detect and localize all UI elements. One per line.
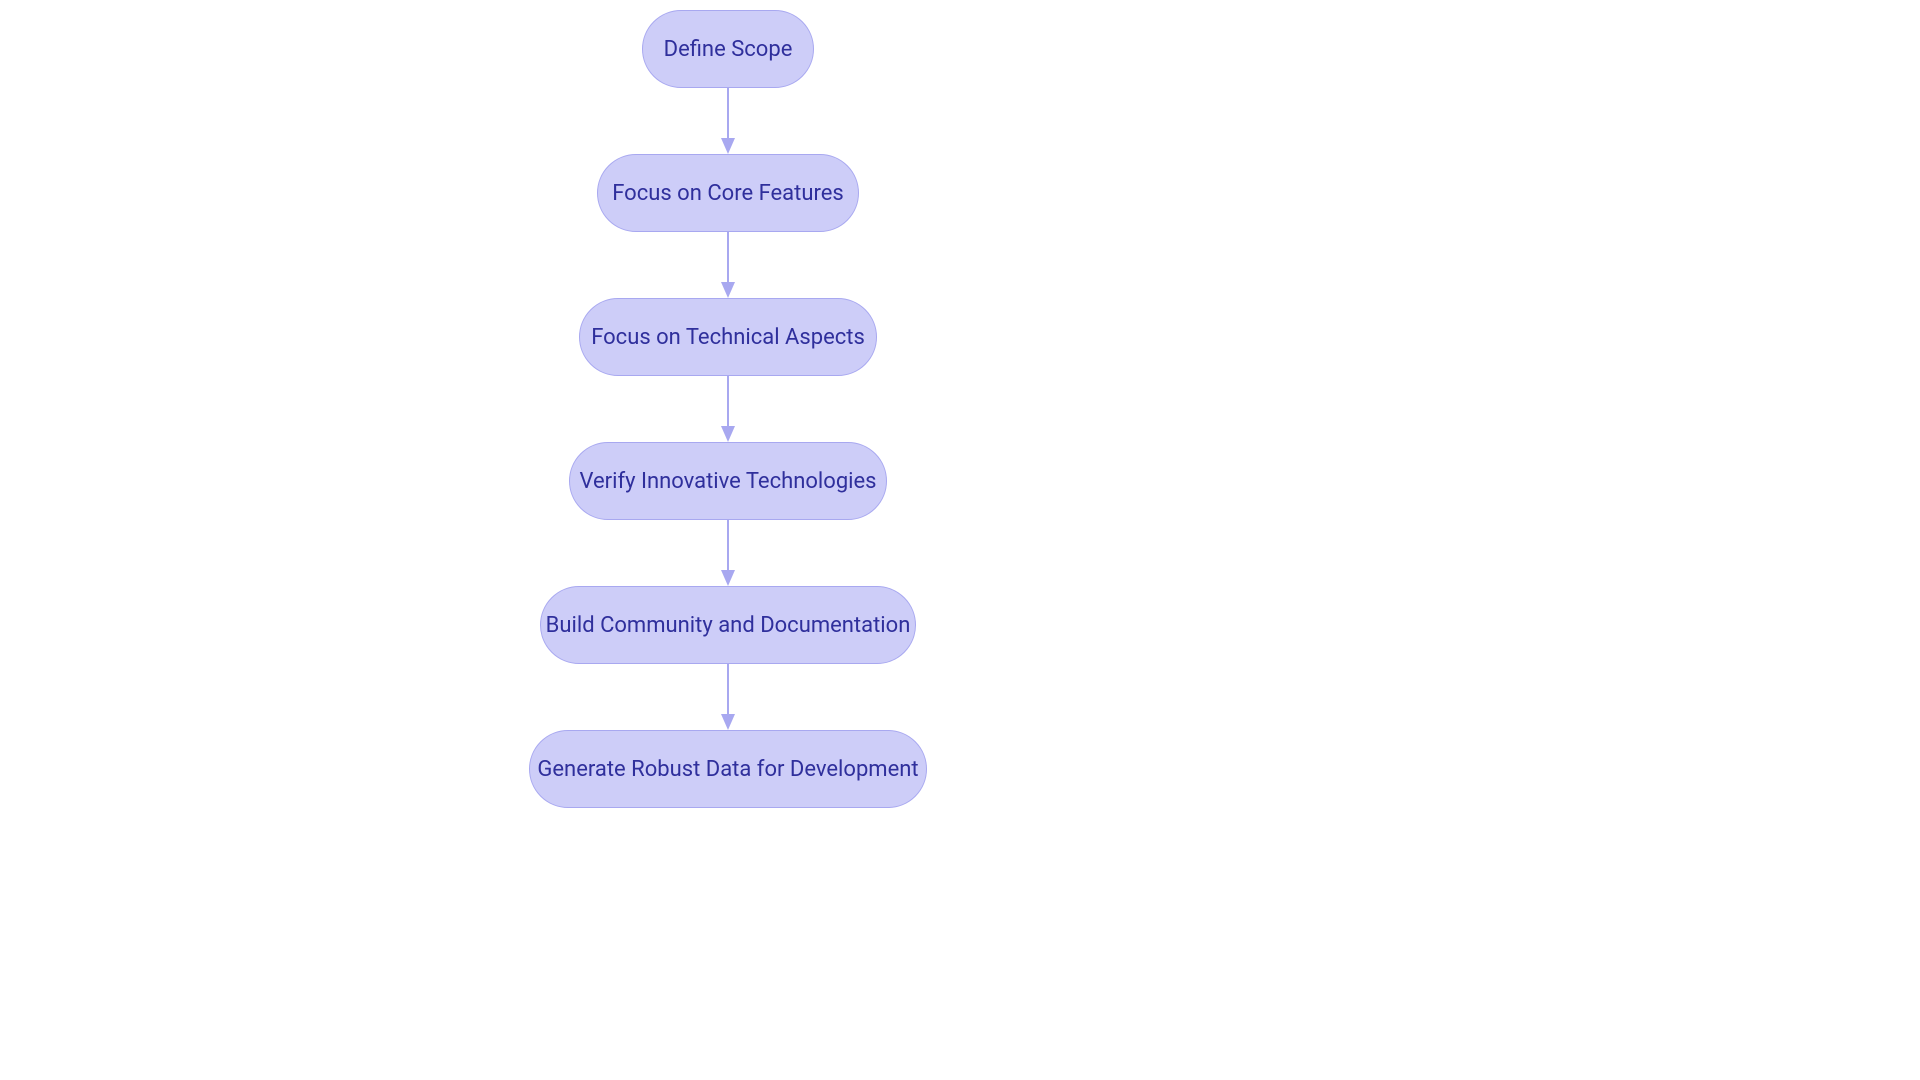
flowchart-node-build-community: Build Community and Documentation [540,586,916,664]
flowchart-node-generate-data: Generate Robust Data for Development [529,730,927,808]
flowchart-node-label: Build Community and Documentation [546,613,911,638]
flowchart-node-label: Focus on Technical Aspects [591,325,865,350]
flowchart-node-define-scope: Define Scope [642,10,814,88]
flowchart-node-label: Focus on Core Features [612,181,844,206]
flowchart-edge [718,520,738,586]
flowchart-node-label: Define Scope [664,37,793,62]
flowchart-edge [718,88,738,154]
flowchart-node-label: Generate Robust Data for Development [537,757,918,782]
flowchart-node-label: Verify Innovative Technologies [579,469,876,494]
flowchart-node-verify-tech: Verify Innovative Technologies [569,442,887,520]
flowchart-edge [718,376,738,442]
flowchart-edge [718,232,738,298]
flowchart-node-technical-aspects: Focus on Technical Aspects [579,298,877,376]
flowchart-canvas: Define Scope Focus on Core Features Focu… [0,0,1920,1080]
flowchart-node-core-features: Focus on Core Features [597,154,859,232]
flowchart-edge [718,664,738,730]
